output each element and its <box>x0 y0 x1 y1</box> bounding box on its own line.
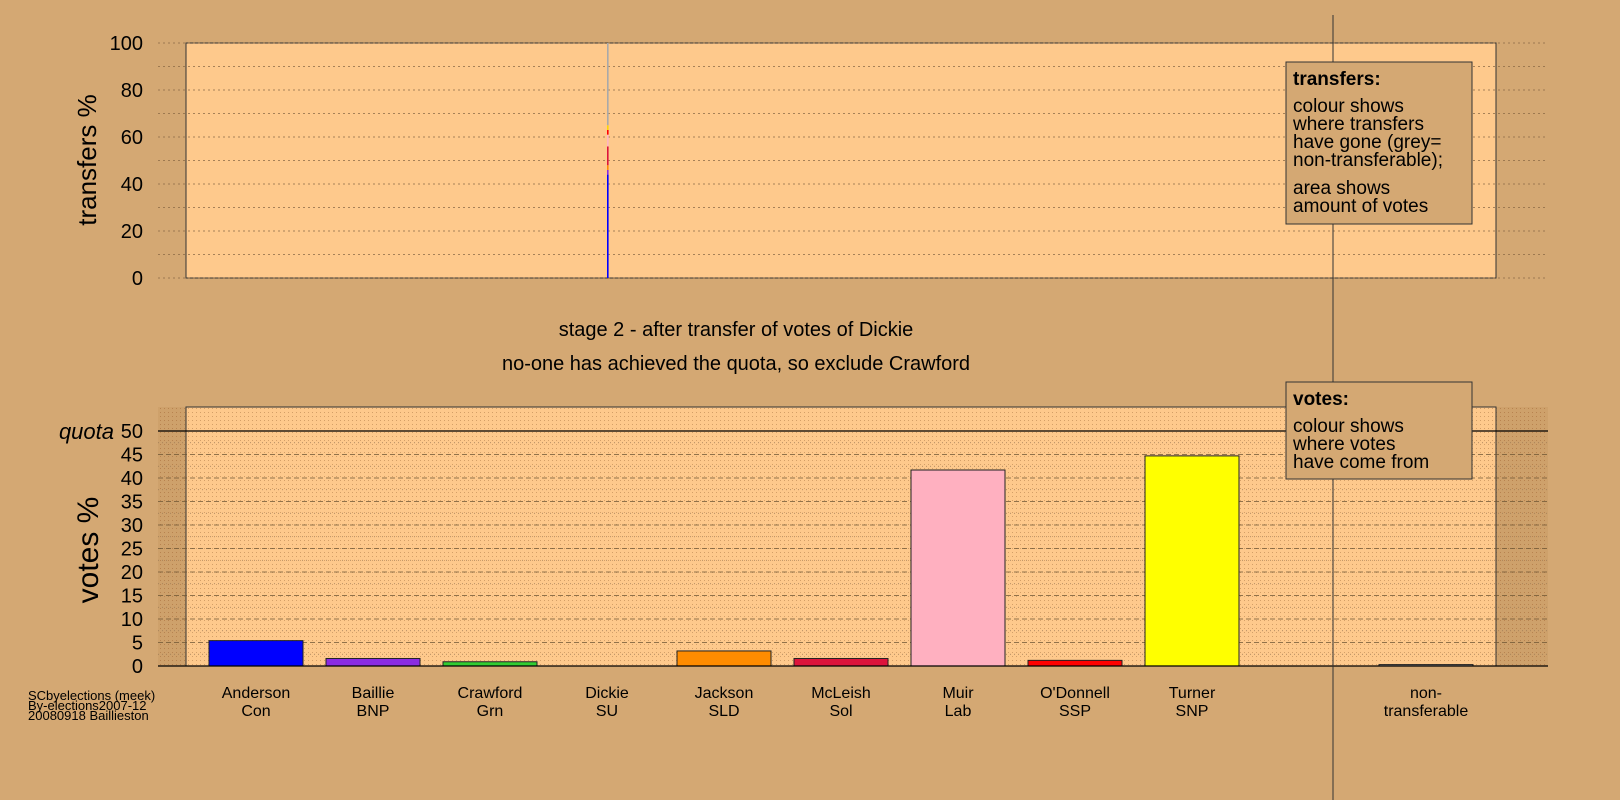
stage-subheading: no-one has achieved the quota, so exclud… <box>502 353 970 375</box>
transfers-legend-line: where transfers <box>1292 114 1424 135</box>
votes-legend-line: have come from <box>1293 452 1429 473</box>
transfers-y-axis-label: transfers % <box>72 94 102 226</box>
transfers-tick-label: 0 <box>132 268 143 290</box>
transfer-segment <box>607 174 609 278</box>
candidate-party: SU <box>596 703 618 720</box>
candidate-party: Sol <box>829 703 852 720</box>
candidate-name: Baillie <box>352 685 395 702</box>
votes-legend: votes: colour shows where votes have com… <box>1285 381 1473 480</box>
vote-bar <box>793 657 889 667</box>
transfer-segment <box>607 129 609 135</box>
votes-tick-label: 20 <box>121 562 143 584</box>
votes-bars <box>208 455 1474 667</box>
candidate-name: non- <box>1410 685 1442 702</box>
transfers-bar <box>607 43 609 278</box>
quota-label: quota <box>59 419 114 444</box>
candidate-party: Grn <box>477 703 504 720</box>
transfers-tick-label: 80 <box>121 80 143 102</box>
transfer-segment <box>607 146 609 166</box>
votes-tick-label: 25 <box>121 539 143 561</box>
transfers-tick-label: 60 <box>121 127 143 149</box>
candidate-party: BNP <box>357 703 390 720</box>
transfers-legend: transfers: colour shows where transfers … <box>1285 61 1473 225</box>
candidate-party: SSP <box>1059 703 1091 720</box>
votes-legend-line: where votes <box>1292 434 1395 455</box>
candidate-name: McLeish <box>811 685 871 702</box>
transfer-segment <box>607 165 609 170</box>
transfer-segment <box>607 43 609 126</box>
footer-line: 20080918 Baillieston <box>28 708 149 723</box>
vote-bar <box>1027 659 1123 667</box>
candidate-party: transferable <box>1384 703 1469 720</box>
votes-tick-label: 30 <box>121 515 143 537</box>
footer-line: By-elections2007-12 <box>28 698 147 713</box>
transfers-grid <box>158 42 1548 279</box>
transfer-segment <box>607 125 609 130</box>
vote-bar <box>676 650 772 667</box>
vote-bar <box>325 657 421 667</box>
candidate-party: Lab <box>945 703 972 720</box>
votes-tick-label: 0 <box>132 656 143 678</box>
candidate-name: Muir <box>942 685 974 702</box>
transfers-legend-title: transfers: <box>1293 69 1381 90</box>
votes-tick-label: 10 <box>121 609 143 631</box>
transfers-legend-line: colour shows <box>1293 96 1404 117</box>
candidate-party: SLD <box>708 703 739 720</box>
transfers-y-axis: 0 20 40 60 80 100 <box>110 33 143 290</box>
vote-bar <box>208 640 304 667</box>
transfer-segment <box>607 134 609 147</box>
votes-tick-label: 45 <box>121 445 143 467</box>
footer-line: SCbyelections (meek) <box>28 688 155 703</box>
votes-legend-title: votes: <box>1293 389 1349 410</box>
candidate-name: Jackson <box>695 685 754 702</box>
candidate-party: Con <box>241 703 270 720</box>
candidate-party: SNP <box>1176 703 1209 720</box>
transfers-legend-line: area shows <box>1293 178 1390 199</box>
transfers-legend-line: have gone (grey= <box>1293 132 1441 153</box>
transfers-tick-label: 20 <box>121 221 143 243</box>
transfers-legend-line: non-transferable); <box>1293 150 1443 171</box>
transfers-legend-line: amount of votes <box>1293 196 1428 217</box>
votes-plot-dots <box>186 407 1496 666</box>
candidate-name: Anderson <box>222 685 291 702</box>
candidate-name: O'Donnell <box>1040 685 1110 702</box>
vote-bar <box>1144 455 1240 667</box>
transfer-segment <box>607 169 609 175</box>
transfers-tick-label: 40 <box>121 174 143 196</box>
votes-tick-label: 40 <box>121 468 143 490</box>
votes-tick-label: 5 <box>132 633 143 655</box>
footer-credits: SCbyelections (meek) By-elections2007-12… <box>28 688 155 723</box>
votes-y-axis-label: votes % <box>72 497 105 604</box>
votes-tick-label: 50 <box>121 421 143 443</box>
votes-legend-line: colour shows <box>1293 416 1404 437</box>
stage-heading: stage 2 - after transfer of votes of Dic… <box>559 319 914 341</box>
votes-tick-label: 15 <box>121 586 143 608</box>
candidate-name: Crawford <box>458 685 523 702</box>
votes-tick-label: 35 <box>121 492 143 514</box>
vote-bar <box>910 469 1006 667</box>
vote-bar <box>442 661 538 667</box>
transfers-tick-label: 100 <box>110 33 143 55</box>
candidate-name: Turner <box>1169 685 1216 702</box>
candidate-name: Dickie <box>585 685 629 702</box>
